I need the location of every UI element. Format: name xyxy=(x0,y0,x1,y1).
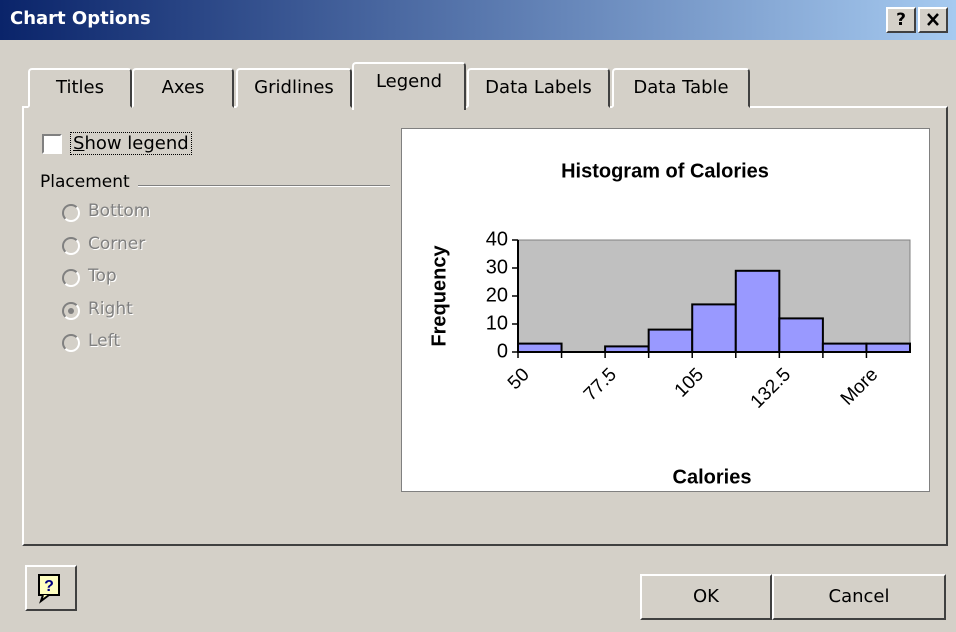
radio-label: Bottom xyxy=(88,201,150,221)
y-tick-label: 20 xyxy=(486,284,508,306)
radio-button xyxy=(62,269,80,287)
x-tick-label: More xyxy=(837,364,882,409)
y-tick-label: 0 xyxy=(497,340,508,362)
show-legend-label[interactable]: Show legend xyxy=(70,132,192,155)
bar xyxy=(518,344,562,352)
y-tick-label: 40 xyxy=(486,228,508,250)
tab[interactable]: Axes xyxy=(132,68,234,108)
tab[interactable]: Gridlines xyxy=(236,68,352,108)
placement-label: Placement xyxy=(40,172,138,192)
x-axis-label: Calories xyxy=(673,466,752,488)
bar xyxy=(736,271,780,352)
bar xyxy=(866,344,910,352)
cancel-button[interactable]: Cancel xyxy=(772,574,946,620)
radio-button xyxy=(62,302,80,320)
help-title-button[interactable]: ? xyxy=(886,7,916,33)
bar xyxy=(823,344,867,352)
chart-preview: Histogram of Calories Frequency Calories… xyxy=(403,130,928,490)
svg-text:?: ? xyxy=(44,578,54,595)
x-tick-label: 50 xyxy=(504,364,534,394)
y-axis-label: Frequency xyxy=(428,245,450,347)
close-icon xyxy=(920,9,946,31)
radio-label: Corner xyxy=(88,234,145,254)
x-tick-label: 132.5 xyxy=(747,364,795,412)
close-button[interactable] xyxy=(918,7,948,33)
help-icon: ? xyxy=(27,567,75,609)
x-tick-label: 77.5 xyxy=(580,364,621,405)
tab[interactable]: Titles xyxy=(28,68,132,108)
bar xyxy=(649,330,693,352)
check-mark xyxy=(44,136,60,152)
radio-label: Top xyxy=(88,266,117,286)
radio-button xyxy=(62,204,80,222)
chart-title: Histogram of Calories xyxy=(561,160,769,182)
radio-dot xyxy=(68,308,74,314)
y-tick-label: 10 xyxy=(486,312,508,334)
radio-button xyxy=(62,237,80,255)
tab[interactable]: Data Labels xyxy=(467,68,610,108)
dialog: Chart Options ? TitlesAxesGridlinesLegen… xyxy=(0,0,956,632)
radio-label: Right xyxy=(88,299,133,319)
tab[interactable]: Legend xyxy=(352,62,466,110)
bar xyxy=(779,318,823,352)
help-button[interactable]: ? xyxy=(25,565,77,611)
show-legend-checkbox[interactable] xyxy=(42,134,62,154)
radio-label: Left xyxy=(88,331,120,351)
x-tick-label: 105 xyxy=(671,364,708,401)
tab[interactable]: Data Table xyxy=(612,68,750,108)
ok-button[interactable]: OK xyxy=(640,574,772,620)
y-tick-label: 30 xyxy=(486,256,508,278)
dialog-title: Chart Options xyxy=(10,8,151,29)
radio-button xyxy=(62,334,80,352)
bar xyxy=(692,304,736,352)
